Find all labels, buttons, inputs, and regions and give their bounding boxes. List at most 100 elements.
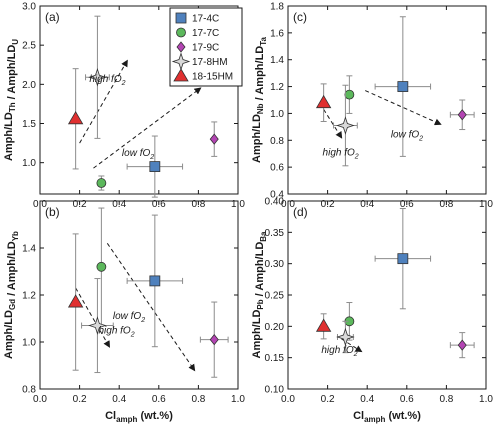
marker-17-8HM — [336, 116, 355, 135]
legend-label: 17-8HM — [192, 57, 228, 68]
point-17-4C — [126, 135, 184, 198]
trend-annotation: low fO2 — [122, 148, 154, 161]
y-axis-label: Amph/LDGd / Amph/LDYb — [3, 231, 20, 359]
x-tick-label: 0.2 — [73, 394, 87, 405]
trend-annotation: high fO2 — [321, 345, 357, 358]
y-tick-label: 0.10 — [265, 385, 285, 396]
legend-label: 18-15HM — [192, 72, 233, 83]
y-tick-label: 2.5 — [22, 41, 36, 52]
y-tick-label: 1.4 — [270, 55, 284, 66]
panel-c: 0.0 0.2 0.4 0.6 0.8 1.00.40.60.81.01.21.41.61… — [251, 2, 493, 211]
y-axis-label: Amph/LDPb / Amph/LDBa — [251, 231, 268, 359]
y-axis-label: Amph/LDTh / Amph/LDU — [3, 39, 20, 161]
y-tick-label: 1.2 — [22, 291, 36, 302]
point-17-8HM — [333, 84, 358, 167]
panel-label: (a) — [45, 10, 60, 24]
y-tick-label: 1.4 — [22, 244, 36, 255]
x-tick-label: 1.0 — [231, 394, 245, 405]
x-tick-label: 0.6 — [400, 394, 414, 405]
point-17-7C — [96, 207, 107, 327]
y-tick-label: 3.0 — [22, 2, 36, 13]
plot-frame — [287, 5, 487, 195]
y-tick-label: 0.40 — [265, 197, 285, 208]
point-17-8HM — [81, 278, 114, 374]
marker-17-8HM — [336, 327, 355, 347]
marker-17-4C — [149, 161, 161, 172]
marker-17-9C — [457, 339, 467, 351]
x-tick-label: 0.6 — [152, 394, 166, 405]
trend-annotation: high fO2 — [323, 148, 359, 161]
point-18-15HM — [315, 313, 332, 340]
legend-label: 17-9C — [192, 43, 219, 54]
marker-18-15HM — [67, 111, 84, 125]
marker-17-7C — [96, 261, 107, 272]
y-tick-label: 0.8 — [22, 385, 36, 396]
y-tick-label: 1.5 — [22, 119, 36, 130]
y-tick-label: 0.15 — [265, 353, 285, 364]
panel-label: (b) — [45, 205, 60, 219]
plot-frame — [39, 200, 239, 390]
x-axis-label: Clamph (wt.%) — [105, 410, 173, 424]
plot-frame — [287, 200, 487, 390]
y-tick-label: 1.2 — [270, 82, 284, 93]
trend-annotation: high fO2 — [98, 325, 134, 338]
trend-arrow — [106, 243, 196, 372]
point-17-9C — [209, 121, 219, 157]
marker-18-15HM — [315, 94, 332, 109]
legend-marker-17-9C — [176, 41, 186, 53]
marker-17-4C — [397, 253, 409, 265]
marker-17-9C — [457, 109, 467, 121]
y-tick-label: 1.0 — [22, 338, 36, 349]
trend-arrow — [79, 59, 128, 144]
legend-label: 17-4C — [192, 14, 219, 25]
legend-marker-18-15HM — [173, 68, 189, 82]
panel-d: 0.0 0.2 0.4 0.6 0.8 1.0 0.10 0.15 0.20 0.25 0.30 0.… — [251, 197, 493, 425]
y-tick-label: 0.25 — [265, 291, 285, 302]
trend-annotation: low fO2 — [113, 311, 145, 324]
y-tick-label: 1.6 — [270, 28, 284, 39]
point-18-15HM — [315, 83, 332, 122]
marker-17-7C — [344, 89, 355, 100]
point-17-7C — [96, 175, 107, 191]
y-tick-label: 1.8 — [270, 2, 284, 13]
point-17-8HM — [336, 320, 355, 354]
trend-annotation: low fO2 — [391, 129, 423, 142]
x-tick-label: 1.0 — [479, 394, 493, 405]
y-tick-label: 2.0 — [22, 80, 36, 91]
x-tick-label: 0.4 — [360, 394, 374, 405]
y-tick-label: 0.8 — [270, 136, 284, 147]
x-tick-label: 0.0 — [33, 394, 47, 405]
y-tick-label: 1.0 — [270, 109, 284, 120]
y-tick-label: 0.30 — [265, 259, 285, 270]
y-tick-label: 0.20 — [265, 322, 285, 333]
x-tick-label: 0.0 — [281, 394, 295, 405]
point-17-7C — [344, 75, 355, 114]
trend-arrow — [93, 87, 202, 169]
point-17-4C — [374, 16, 432, 157]
marker-17-8HM — [88, 67, 107, 87]
point-17-9C — [449, 332, 475, 359]
marker-17-4C — [149, 275, 161, 287]
point-17-4C — [374, 208, 432, 310]
x-axis-label: Clamph (wt.%) — [353, 410, 421, 424]
y-axis-label: Amph/LDNb / Amph/LDTa — [251, 36, 268, 163]
marker-17-4C — [397, 81, 409, 92]
legend-label: 17-7C — [192, 28, 219, 39]
panel-label: (c) — [293, 10, 307, 24]
marker-18-15HM — [315, 318, 332, 332]
legend-marker-17-4C — [175, 12, 187, 24]
trend-annotation: high fO2 — [89, 74, 125, 87]
trend-arrow — [75, 287, 110, 348]
marker-18-15HM — [67, 294, 84, 308]
y-tick-label: 0.35 — [265, 228, 285, 239]
trend-arrow — [323, 109, 343, 139]
marker-17-9C — [209, 133, 219, 145]
marker-17-7C — [96, 178, 107, 188]
marker-17-8HM — [88, 316, 107, 335]
panel-label: (d) — [293, 205, 308, 219]
point-17-9C — [449, 99, 475, 131]
point-17-8HM — [85, 15, 110, 139]
y-tick-label: 1.0 — [22, 158, 36, 169]
legend-marker-17-7C — [176, 27, 186, 38]
